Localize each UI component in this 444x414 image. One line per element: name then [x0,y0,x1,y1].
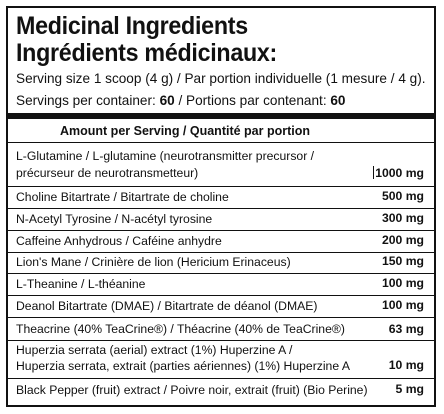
ingredient-name: Huperzia serrata (aerial) extract (1%) H… [16,343,293,357]
thick-divider [8,113,434,119]
ingredient-amount: 10 mg [388,358,424,372]
servings-value-fr: 60 [330,93,346,108]
ingredient-amount: 500 mg [381,189,424,203]
ingredient-name: Lion's Mane / Crinière de lion (Hericium… [16,255,291,269]
ingredient-row: L-Theanine / L-théanine 100 mg [8,273,434,295]
ingredient-row: Caffeine Anhydrous / Caféine anhydre 200… [8,230,434,252]
ingredient-row: N-Acetyl Tyrosine / N-acétyl tyrosine 30… [8,208,434,230]
servings-value: 60 [159,93,175,108]
column-header: Amount per Serving / Quantité par portio… [60,124,311,138]
divider [8,273,434,274]
divider [8,378,434,379]
ingredient-amount: 63 mg [388,322,424,336]
supplement-facts-panel: Medicinal Ingredients Ingrédients médici… [6,6,436,407]
servings-label: Servings per container: [16,93,160,108]
ingredient-name: Choline Bitartrate / Bitartrate de choli… [16,190,229,204]
divider [8,230,434,231]
ingredient-name: L-Theanine / L-théanine [16,277,146,291]
ingredient-name: Deanol Bitartrate (DMAE) / Bitartrate de… [16,299,318,313]
servings-per-container: Servings per container: 60 / Portions pa… [16,93,346,108]
ingredient-name: Theacrine (40% TeaCrine®) / Théacrine (4… [16,322,345,336]
ingredient-amount: 300 mg [381,211,424,225]
ingredient-name: Caffeine Anhydrous / Caféine anhydre [16,234,222,248]
ingredient-row: Deanol Bitartrate (DMAE) / Bitartrate de… [8,295,434,317]
ingredient-amount: 200 mg [381,233,424,247]
ingredient-row: Black Pepper (fruit) extract / Poivre no… [8,378,434,402]
ingredient-row: Choline Bitartrate / Bitartrate de choli… [8,186,434,208]
ingredient-amount-value: 1000 mg [375,166,424,180]
ingredient-row: Huperzia serrata (aerial) extract (1%) H… [8,340,434,378]
ingredient-name: N-Acetyl Tyrosine / N-acétyl tyrosine [16,212,213,226]
divider [8,252,434,253]
text-cursor [373,166,375,179]
ingredient-name-line2: précurseur de neurotransmetteur) [16,166,199,180]
divider [8,295,434,296]
ingredient-amount: 5 mg [395,382,424,396]
title-french: Ingrédients médicinaux: [16,39,278,67]
servings-label-fr: / Portions par contenant: [174,93,331,108]
ingredient-name: L-Glutamine / L-glutamine (neurotransmit… [16,149,315,163]
title-english: Medicinal Ingredients [16,12,248,40]
ingredient-name-line2: Huperzia serrata, extrait (parties aérie… [16,359,350,373]
divider [8,208,434,209]
ingredient-amount: 100 mg [381,276,424,290]
serving-size: Serving size 1 scoop (4 g) / Par portion… [16,71,426,86]
ingredient-amount: 150 mg [381,254,424,268]
ingredient-amount: 1000 mg [373,166,424,180]
ingredient-row: Theacrine (40% TeaCrine®) / Théacrine (4… [8,317,434,339]
ingredient-row: L-Glutamine / L-glutamine (neurotransmit… [8,144,434,186]
ingredient-row: Lion's Mane / Crinière de lion (Hericium… [8,252,434,273]
ingredient-amount: 100 mg [381,298,424,312]
ingredient-name: Black Pepper (fruit) extract / Poivre no… [16,383,368,397]
divider [8,340,434,341]
divider [8,186,434,187]
divider [8,142,434,143]
divider [8,317,434,318]
